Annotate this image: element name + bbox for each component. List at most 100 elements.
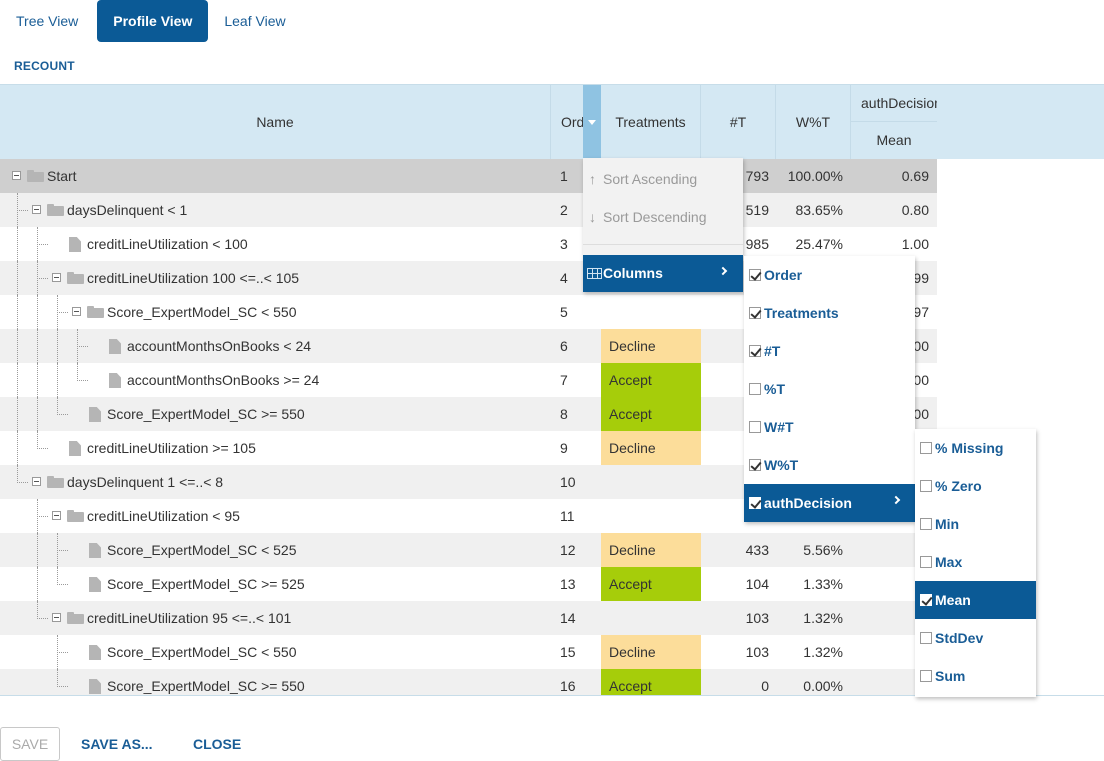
cell-count: 103 bbox=[745, 644, 769, 660]
column-header-weighted-pct[interactable]: W%T bbox=[776, 85, 851, 159]
chevron-right-icon bbox=[718, 266, 728, 276]
checkbox-icon[interactable] bbox=[920, 632, 932, 644]
column-option-t[interactable]: %T bbox=[744, 370, 915, 408]
sort-descending-item[interactable]: ↓ Sort Descending bbox=[583, 198, 743, 236]
tree-guide bbox=[17, 227, 18, 261]
save-as-button[interactable]: SAVE AS... bbox=[81, 736, 153, 752]
column-header-treatments[interactable]: Treatments bbox=[601, 85, 701, 159]
column-header-count[interactable]: #T bbox=[701, 85, 776, 159]
cell-order: 3 bbox=[560, 236, 568, 252]
collapse-toggle-icon[interactable] bbox=[72, 307, 81, 316]
column-option-zero[interactable]: % Zero bbox=[915, 467, 1036, 505]
checkbox-checked-icon[interactable] bbox=[749, 459, 761, 471]
tree-guide bbox=[17, 397, 18, 431]
table-row[interactable]: creditLineUtilization >= 1059Decline1 bbox=[0, 431, 937, 465]
node-name: creditLineUtilization 95 <=..< 101 bbox=[87, 610, 292, 626]
node-name: creditLineUtilization 100 <=..< 105 bbox=[87, 270, 300, 286]
table-row[interactable]: accountMonthsOnBooks >= 247Accept100 bbox=[0, 363, 937, 397]
table-row[interactable]: Score_ExpertModel_SC >= 550 16 Accept 0 0.00… bbox=[0, 669, 937, 695]
checkbox-checked-icon[interactable] bbox=[749, 307, 761, 319]
collapse-toggle-icon[interactable] bbox=[12, 171, 21, 180]
checkbox-icon[interactable] bbox=[920, 670, 932, 682]
save-button[interactable]: SAVE bbox=[0, 727, 60, 761]
checkbox-checked-icon[interactable] bbox=[749, 269, 761, 281]
menu-item-label: Order bbox=[764, 267, 803, 283]
table-row[interactable]: creditLineUtilization < 95 11 bbox=[0, 499, 937, 533]
column-option-order[interactable]: Order bbox=[744, 256, 915, 294]
node-name: accountMonthsOnBooks >= 24 bbox=[127, 372, 320, 388]
column-menu-trigger[interactable] bbox=[583, 85, 601, 159]
collapse-toggle-icon[interactable] bbox=[52, 511, 61, 520]
checkbox-checked-icon[interactable] bbox=[749, 497, 761, 509]
collapse-toggle-icon[interactable] bbox=[32, 205, 41, 214]
checkbox-icon[interactable] bbox=[920, 442, 932, 454]
cell-mean: 00 bbox=[913, 372, 929, 388]
cell-order: 7 bbox=[560, 372, 568, 388]
column-option-t[interactable]: #T bbox=[744, 332, 915, 370]
table-row[interactable]: creditLineUtilization 95 <=..< 101 14 103 1… bbox=[0, 601, 937, 635]
column-option-max[interactable]: Max bbox=[915, 543, 1036, 581]
column-option-min[interactable]: Min bbox=[915, 505, 1036, 543]
cell-count: 519 bbox=[745, 202, 769, 218]
table-row[interactable]: Score_ExpertModel_SC < 550 15 Decline 103 1.… bbox=[0, 635, 937, 669]
column-option-authdecision[interactable]: authDecision bbox=[744, 484, 915, 522]
cell-order: 1 bbox=[560, 168, 568, 184]
menu-item-label: Treatments bbox=[764, 305, 839, 321]
column-option-sum[interactable]: Sum bbox=[915, 657, 1036, 695]
checkbox-icon[interactable] bbox=[920, 480, 932, 492]
column-option-treatments[interactable]: Treatments bbox=[744, 294, 915, 332]
collapse-toggle-icon[interactable] bbox=[52, 613, 61, 622]
column-option-mean[interactable]: Mean bbox=[915, 581, 1036, 619]
folder-icon bbox=[67, 272, 84, 284]
table-row[interactable]: creditLineUtilization < 100 3 985 25.47% 1.0… bbox=[0, 227, 937, 261]
cell-order: 11 bbox=[560, 508, 575, 524]
checkbox-icon[interactable] bbox=[920, 518, 932, 530]
node-name: Score_ExpertModel_SC < 550 bbox=[107, 644, 297, 660]
cell-treatment: Decline bbox=[601, 431, 701, 465]
file-icon bbox=[69, 237, 81, 252]
tree-guide bbox=[77, 363, 78, 381]
close-button[interactable]: CLOSE bbox=[193, 736, 242, 752]
column-option-stddev[interactable]: StdDev bbox=[915, 619, 1036, 657]
tree-guide bbox=[57, 567, 58, 585]
table-row[interactable]: Start 1 793 100.00% 0.69 bbox=[0, 159, 937, 193]
sort-ascending-item[interactable]: ↑ Sort Ascending bbox=[583, 160, 743, 198]
node-name: creditLineUtilization < 100 bbox=[87, 236, 248, 252]
checkbox-checked-icon[interactable] bbox=[749, 345, 761, 357]
column-option-w-t[interactable]: W%T bbox=[744, 446, 915, 484]
cell-count: 103 bbox=[745, 610, 769, 626]
cell-treatment bbox=[601, 295, 701, 329]
checkbox-icon[interactable] bbox=[920, 556, 932, 568]
checkbox-icon[interactable] bbox=[749, 421, 761, 433]
tree-guide bbox=[37, 533, 38, 567]
node-name: Score_ExpertModel_SC < 525 bbox=[107, 542, 297, 558]
cell-treatment: Decline bbox=[601, 635, 701, 669]
chevron-right-icon bbox=[891, 495, 901, 505]
column-group-header-authdecision[interactable]: authDecision bbox=[851, 85, 937, 122]
arrow-down-icon: ↓ bbox=[589, 209, 596, 225]
column-header-mean[interactable]: Mean bbox=[876, 132, 912, 148]
collapse-toggle-icon[interactable] bbox=[52, 273, 61, 282]
column-header-order[interactable]: Ord bbox=[561, 114, 585, 130]
table-row[interactable]: Score_ExpertModel_SC >= 525 13 Accept 104 1.… bbox=[0, 567, 937, 601]
tree-elbow bbox=[57, 686, 68, 687]
column-option-w-t[interactable]: W#T bbox=[744, 408, 915, 446]
cell-order: 16 bbox=[560, 678, 576, 694]
tab-profile-view[interactable]: Profile View bbox=[97, 0, 209, 42]
cell-count: 985 bbox=[745, 236, 769, 252]
column-header-name[interactable]: Name bbox=[0, 85, 551, 159]
tab-leaf-view[interactable]: Leaf View bbox=[224, 13, 286, 29]
table-row[interactable]: daysDelinquent < 1 2 519 83.65% 0.80 bbox=[0, 193, 937, 227]
menu-divider bbox=[583, 244, 743, 245]
tree-guide bbox=[57, 329, 58, 363]
table-row[interactable]: Score_ExpertModel_SC < 525 12 Decline 433 5.… bbox=[0, 533, 937, 567]
checkbox-icon[interactable] bbox=[749, 383, 761, 395]
recount-link[interactable]: RECOUNT bbox=[14, 59, 75, 73]
checkbox-checked-icon[interactable] bbox=[920, 594, 932, 606]
columns-menu-item[interactable]: Columns bbox=[583, 255, 743, 292]
tab-tree-view[interactable]: Tree View bbox=[16, 13, 79, 29]
collapse-toggle-icon[interactable] bbox=[32, 477, 41, 486]
tree-guide bbox=[37, 601, 38, 619]
column-option-missing[interactable]: % Missing bbox=[915, 429, 1036, 467]
tree-guide bbox=[37, 363, 38, 397]
